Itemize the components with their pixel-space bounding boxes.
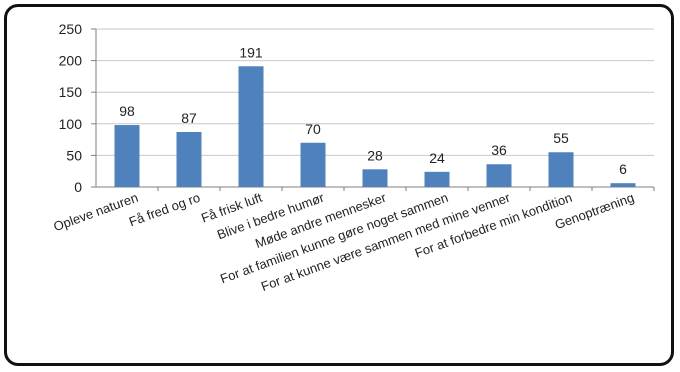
y-tick-label: 150 (59, 84, 83, 100)
y-tick-label: 100 (59, 116, 83, 132)
y-tick-label: 50 (66, 147, 82, 163)
data-label: 191 (239, 44, 263, 60)
bars (114, 66, 636, 187)
data-label: 24 (429, 150, 445, 166)
data-label: 70 (305, 121, 321, 137)
data-label: 6 (619, 161, 627, 177)
bar (238, 66, 264, 187)
y-tick-labels: 0 50 100 150 200 250 (59, 21, 83, 195)
data-label: 87 (181, 110, 197, 126)
y-tick-label: 0 (74, 179, 82, 195)
data-labels: 98 87 191 70 28 24 36 55 6 (119, 44, 627, 177)
y-tick-label: 200 (59, 53, 83, 69)
y-tick-label: 250 (59, 21, 83, 37)
data-label: 28 (367, 147, 383, 163)
bar (610, 183, 636, 187)
data-label: 98 (119, 103, 135, 119)
category-label: Få fred og ro (127, 190, 202, 230)
bar (114, 125, 140, 187)
bar (548, 152, 574, 187)
bar (486, 164, 512, 187)
bar (176, 132, 202, 187)
category-label: Opleve naturen (51, 190, 140, 235)
bar (300, 142, 326, 187)
bar (362, 169, 388, 187)
data-label: 55 (553, 130, 569, 146)
data-label: 36 (491, 142, 507, 158)
bar (424, 171, 450, 187)
